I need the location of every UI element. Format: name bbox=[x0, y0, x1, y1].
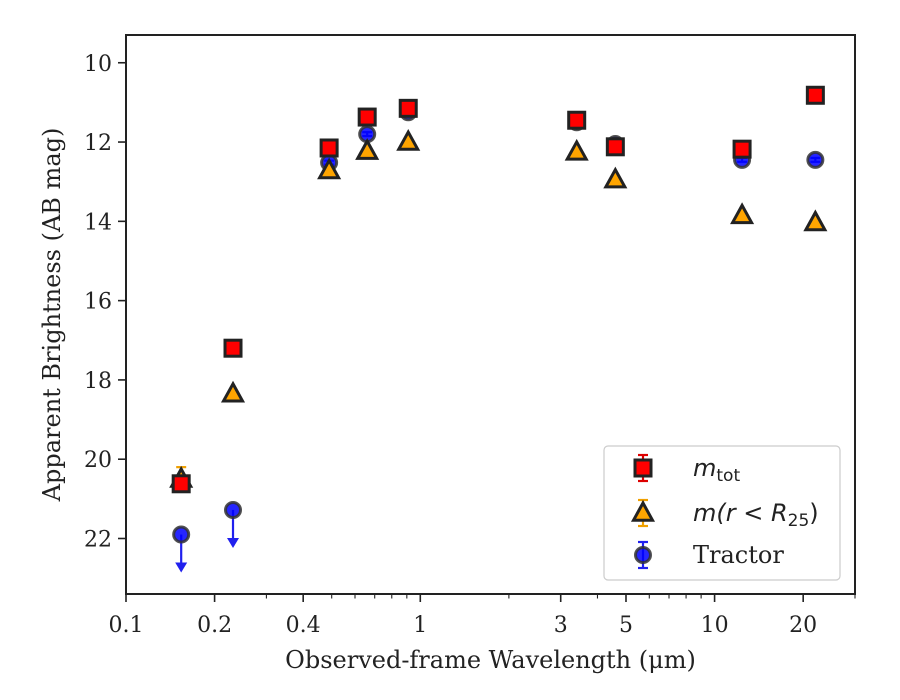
m_r25-point bbox=[730, 202, 755, 225]
y-tick-label: 14 bbox=[84, 210, 112, 235]
m_tot-point bbox=[223, 338, 243, 358]
m_tot-point bbox=[171, 474, 191, 494]
m_tot-marker bbox=[605, 137, 625, 157]
x-tick-label: 5 bbox=[619, 613, 633, 638]
legend-entry-m_r25: m(r < R25) bbox=[630, 498, 819, 531]
m_r25-marker bbox=[564, 138, 589, 161]
tractor-point bbox=[806, 150, 825, 169]
m_r25-point bbox=[564, 138, 589, 161]
m_r25-marker bbox=[355, 138, 380, 160]
legend-m_tot-marker bbox=[633, 458, 653, 478]
m_r25-point bbox=[396, 128, 421, 151]
y-tick-label: 22 bbox=[84, 527, 112, 552]
m_tot-point bbox=[567, 110, 587, 130]
m_tot-marker bbox=[319, 138, 339, 158]
legend-entry-m_tot: mtot bbox=[633, 453, 740, 486]
m_tot-point bbox=[357, 107, 377, 127]
m_tot-point bbox=[605, 137, 625, 157]
legend-label: m(r < R25) bbox=[693, 499, 819, 531]
legend-tractor-marker bbox=[634, 546, 652, 564]
legend-box bbox=[603, 445, 841, 581]
m_r25-point bbox=[220, 380, 246, 403]
legend-m_r25-marker bbox=[630, 499, 656, 522]
m_r25-point bbox=[803, 209, 828, 232]
m_r25-marker bbox=[603, 166, 628, 189]
x-tick-label: 0.2 bbox=[197, 613, 232, 638]
x-tick-label: 0.1 bbox=[109, 613, 144, 638]
upper-limit-arrowhead bbox=[175, 562, 188, 573]
legend-label: mtot bbox=[693, 454, 740, 486]
y-axis-label: Apparent Brightness (AB mag) bbox=[38, 128, 66, 503]
x-axis-label: Observed-frame Wavelength (μm) bbox=[285, 646, 696, 674]
m_r25-point bbox=[317, 157, 342, 180]
tractor-marker bbox=[224, 500, 243, 519]
m_tot-point bbox=[398, 98, 418, 118]
tractor-point bbox=[172, 525, 191, 573]
tractor-marker bbox=[172, 525, 191, 544]
upper-limit-arrowhead bbox=[227, 537, 240, 548]
x-tick-label: 1 bbox=[413, 613, 427, 638]
tractor-marker bbox=[806, 150, 825, 169]
m_tot-marker bbox=[805, 85, 825, 105]
y-tick-label: 12 bbox=[84, 131, 112, 156]
y-tick-label: 18 bbox=[84, 369, 112, 394]
m_tot-marker bbox=[567, 110, 587, 130]
m_r25-marker bbox=[220, 380, 246, 403]
plot-frame bbox=[125, 34, 856, 595]
m_r25-point bbox=[355, 138, 380, 160]
m_tot-marker bbox=[171, 474, 191, 494]
m_r25-point bbox=[603, 166, 628, 189]
m_r25-marker bbox=[317, 157, 342, 180]
x-tick-label: 10 bbox=[701, 613, 729, 638]
m_tot-point bbox=[319, 138, 339, 158]
x-tick-label: 3 bbox=[554, 613, 568, 638]
legend: mtot m(r < R25) Tractor bbox=[603, 445, 841, 581]
y-tick-label: 10 bbox=[84, 52, 112, 77]
y-tick-label: 20 bbox=[84, 448, 112, 473]
m_r25-marker bbox=[396, 128, 421, 151]
x-tick-label: 0.4 bbox=[286, 613, 321, 638]
m_tot-point bbox=[732, 139, 752, 159]
legend-entry-tractor: Tractor bbox=[634, 540, 784, 570]
legend-label: Tractor bbox=[693, 541, 784, 569]
y-tick-label: 16 bbox=[84, 290, 112, 315]
m_tot-point bbox=[805, 85, 825, 105]
m_tot-marker bbox=[732, 139, 752, 159]
m_r25-marker bbox=[803, 209, 828, 232]
m_tot-marker bbox=[398, 98, 418, 118]
m_tot-marker bbox=[223, 338, 243, 358]
m_r25-marker bbox=[730, 202, 755, 225]
x-tick-label: 20 bbox=[789, 613, 817, 638]
m_tot-marker bbox=[357, 107, 377, 127]
tractor-point bbox=[224, 500, 243, 548]
